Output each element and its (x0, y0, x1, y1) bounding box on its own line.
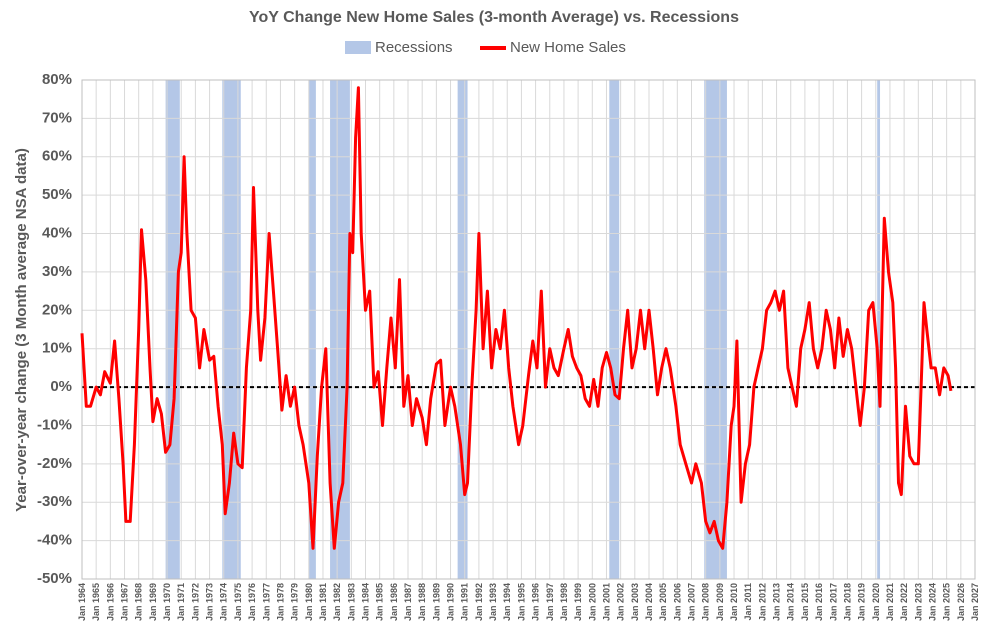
x-tick-label: Jan 1974 (219, 583, 229, 621)
y-tick-label: -40% (37, 532, 72, 549)
x-tick-label: Jan 1973 (205, 583, 215, 621)
x-tick-label: Jan 2026 (956, 583, 966, 621)
x-tick-label: Jan 1989 (431, 583, 441, 621)
x-tick-label: Jan 1988 (417, 583, 427, 621)
y-tick-label: 70% (42, 109, 72, 126)
x-tick-label: Jan 2016 (814, 583, 824, 621)
recession-band (609, 80, 620, 579)
x-tick-label: Jan 1984 (360, 583, 370, 621)
x-tick-label: Jan 2007 (687, 583, 697, 621)
plot-border (81, 79, 976, 580)
legend: Recessions New Home Sales (345, 39, 626, 56)
x-tick-label: Jan 2023 (913, 583, 923, 621)
x-tick-label: Jan 1975 (233, 583, 243, 621)
recession-band (704, 80, 727, 579)
y-tick-label: -30% (37, 493, 72, 510)
x-tick-label: Jan 1987 (403, 583, 413, 621)
x-tick-label: Jan 2027 (970, 583, 980, 621)
y-tick-label: 30% (42, 263, 72, 280)
y-tick-label: 80% (42, 71, 72, 88)
legend-swatch (345, 41, 371, 54)
x-tick-label: Jan 1976 (247, 583, 257, 621)
x-tick-label: Jan 2025 (942, 583, 952, 621)
x-tick-label: Jan 2008 (701, 583, 711, 621)
x-tick-label: Jan 1979 (290, 583, 300, 621)
x-tick-label: Jan 1968 (134, 583, 144, 621)
x-tick-label: Jan 1994 (502, 583, 512, 621)
recession-band (877, 80, 881, 579)
x-tick-label: Jan 1986 (389, 583, 399, 621)
x-tick-label: Jan 1990 (446, 583, 456, 621)
x-tick-label: Jan 1971 (176, 583, 186, 621)
x-tick-label: Jan 2001 (601, 583, 611, 621)
y-tick-label: 50% (42, 186, 72, 203)
y-tick-label: -10% (37, 416, 72, 433)
recession-band (165, 80, 180, 579)
x-tick-label: Jan 2018 (842, 583, 852, 621)
x-tick-label: Jan 2009 (715, 583, 725, 621)
x-tick-label: Jan 2024 (927, 583, 937, 621)
x-tick-label: Jan 1978 (275, 583, 285, 621)
x-tick-label: Jan 1983 (346, 583, 356, 621)
x-tick-label: Jan 2002 (616, 583, 626, 621)
x-tick-label: Jan 2010 (729, 583, 739, 621)
x-tick-label: Jan 1982 (332, 583, 342, 621)
x-tick-label: Jan 1992 (474, 583, 484, 621)
x-tick-label: Jan 2015 (800, 583, 810, 621)
x-tick-label: Jan 1965 (91, 583, 101, 621)
x-tick-label: Jan 2005 (658, 583, 668, 621)
recession-band (457, 80, 468, 579)
x-tick-label: Jan 2004 (644, 583, 654, 621)
x-tick-label: Jan 2022 (899, 583, 909, 621)
y-tick-label: 60% (42, 148, 72, 165)
x-tick-label: Jan 1998 (559, 583, 569, 621)
x-tick-label: Jan 1969 (148, 583, 158, 621)
y-tick-label: 0% (50, 378, 72, 395)
x-tick-label: Jan 1997 (545, 583, 555, 621)
x-tick-label: Jan 2000 (587, 583, 597, 621)
x-tick-label: Jan 2006 (672, 583, 682, 621)
legend-label: Recessions (375, 39, 453, 56)
x-tick-label: Jan 2013 (772, 583, 782, 621)
x-tick-label: Jan 2020 (871, 583, 881, 621)
y-axis-label: Year-over-year change (3 Month average N… (13, 148, 30, 512)
y-tick-label: -50% (37, 570, 72, 587)
plot-area (81, 79, 976, 580)
x-tick-label: Jan 2003 (630, 583, 640, 621)
chart-title: YoY Change New Home Sales (3-month Avera… (249, 9, 739, 26)
x-tick-label: Jan 1996 (531, 583, 541, 621)
x-tick-label: Jan 1995 (516, 583, 526, 621)
x-tick-label: Jan 1964 (77, 583, 87, 621)
x-tick-label: Jan 1991 (460, 583, 470, 621)
x-tick-label: Jan 1981 (318, 583, 328, 621)
y-tick-label: -20% (37, 455, 72, 472)
x-tick-label: Jan 1999 (573, 583, 583, 621)
x-tick-label: Jan 2017 (828, 583, 838, 621)
x-tick-label: Jan 2014 (786, 583, 796, 621)
x-tick-label: Jan 1970 (162, 583, 172, 621)
x-tick-label: Jan 1993 (488, 583, 498, 621)
x-tick-label: Jan 2019 (857, 583, 867, 621)
x-tick-label: Jan 2011 (743, 583, 753, 621)
x-tick-label: Jan 1980 (304, 583, 314, 621)
x-tick-label: Jan 1966 (105, 583, 115, 621)
x-tick-label: Jan 1967 (120, 583, 130, 621)
x-tick-label: Jan 1985 (375, 583, 385, 621)
y-tick-label: 40% (42, 225, 72, 242)
recession-band (308, 80, 316, 579)
x-tick-label: Jan 2021 (885, 583, 895, 621)
x-tick-label: Jan 2012 (757, 583, 767, 621)
y-tick-label: 10% (42, 340, 72, 357)
x-tick-label: Jan 1972 (190, 583, 200, 621)
y-tick-label: 20% (42, 301, 72, 318)
x-tick-label: Jan 1977 (261, 583, 271, 621)
legend-label: New Home Sales (510, 39, 626, 56)
data-line (80, 86, 953, 550)
